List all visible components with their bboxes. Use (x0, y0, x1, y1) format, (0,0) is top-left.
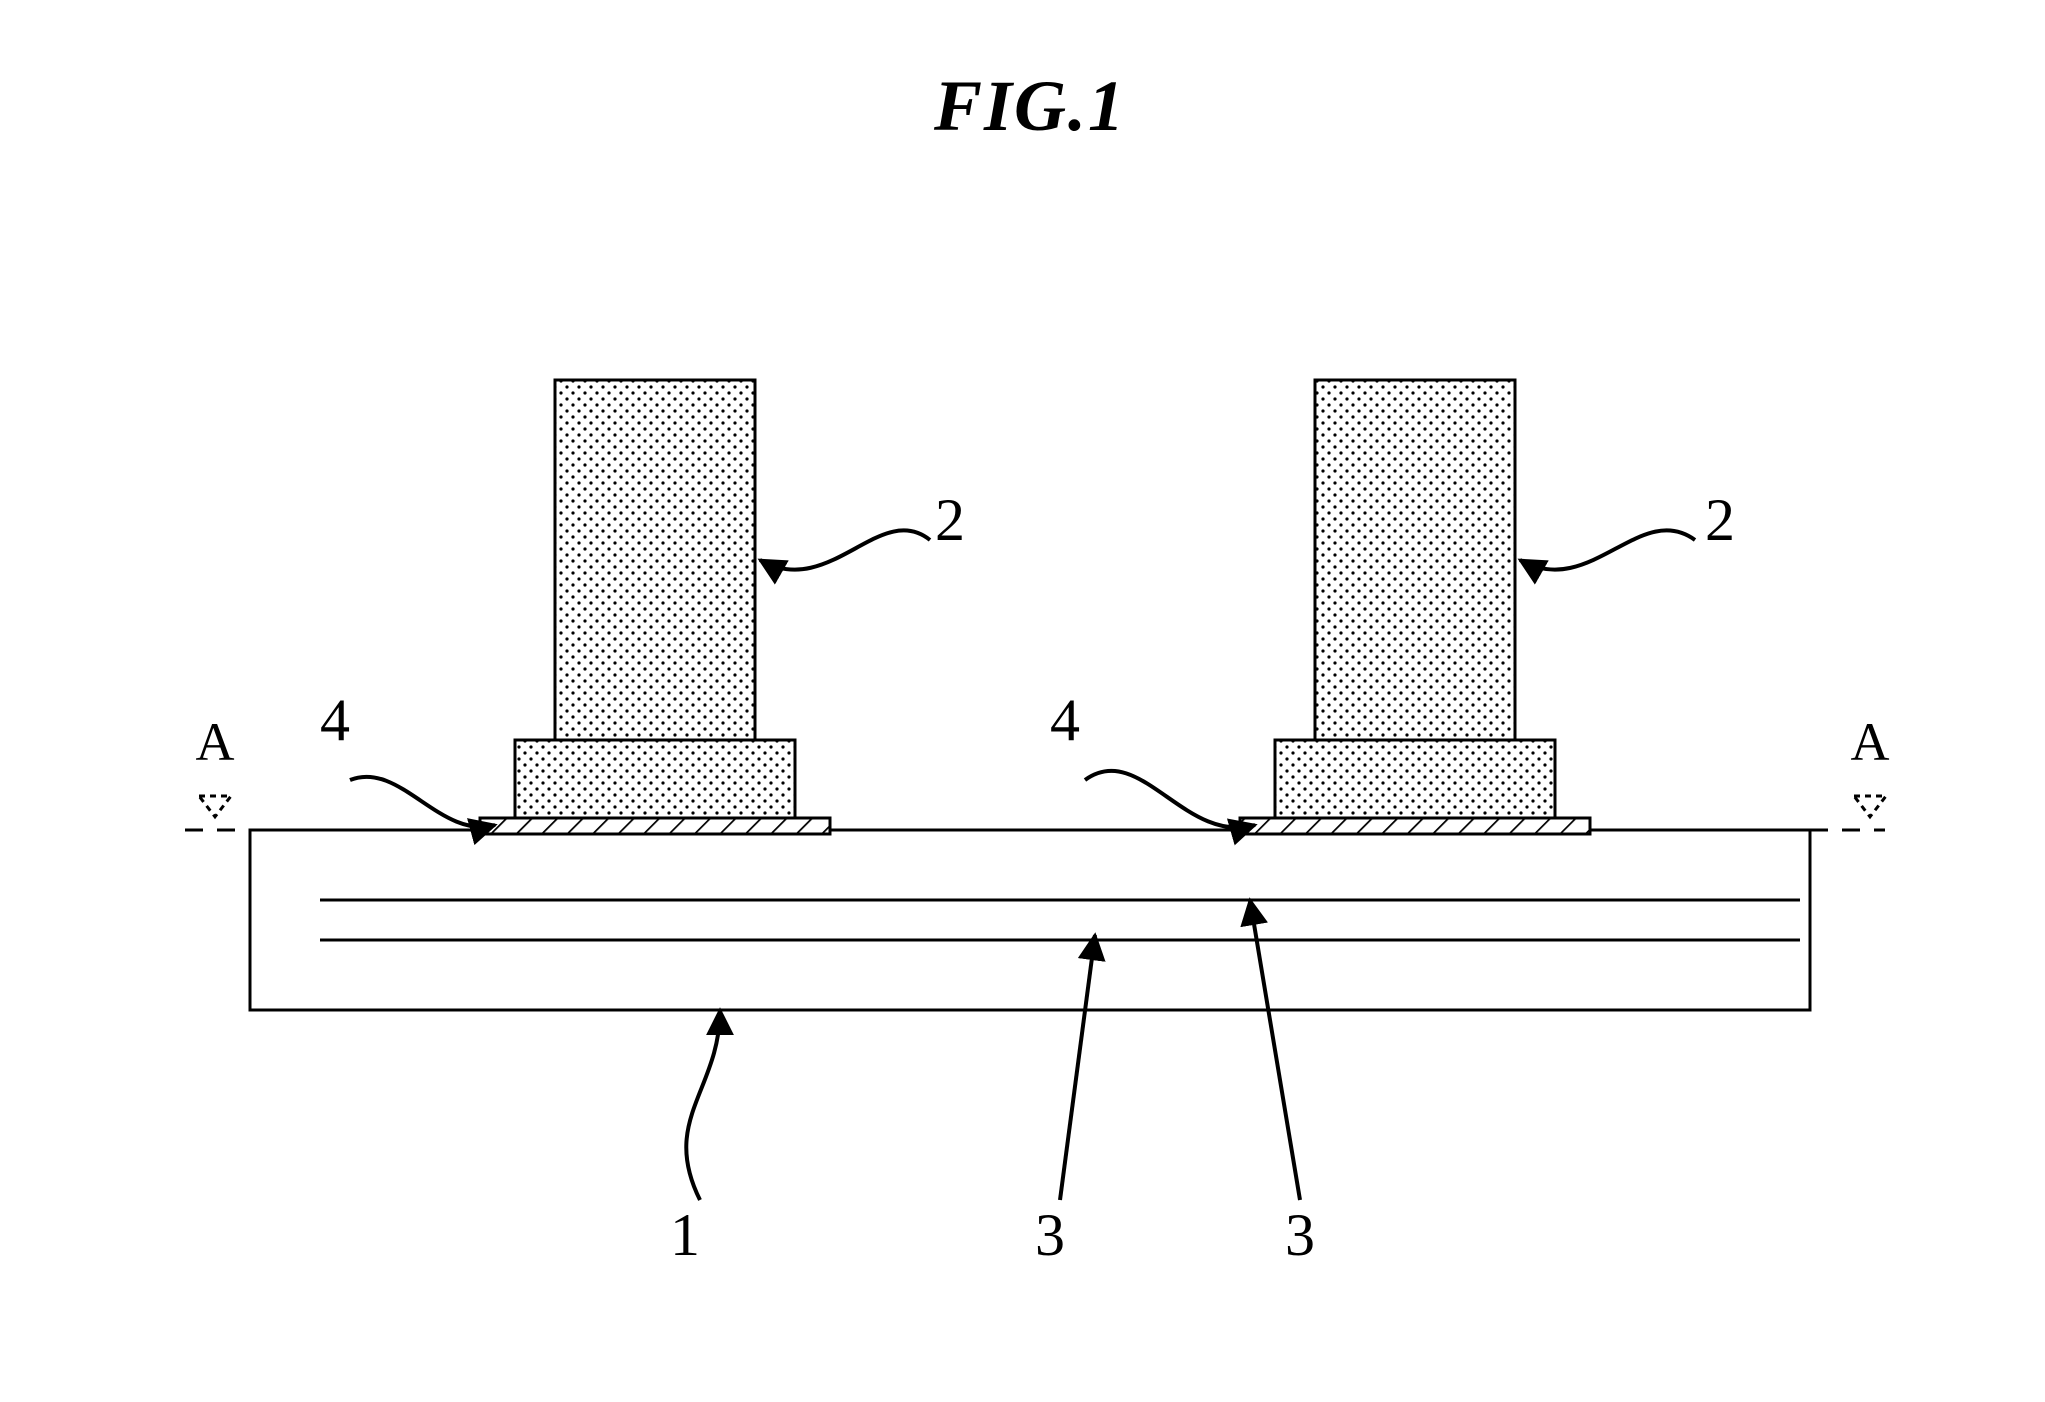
callout-label: 3 (1285, 1202, 1315, 1268)
callout-label: 4 (320, 687, 350, 753)
figure-title: FIG.1 (933, 66, 1126, 146)
callout-label: 3 (1035, 1202, 1065, 1268)
pillar-2-base (1275, 740, 1555, 818)
section-letter-right: A (1851, 712, 1890, 772)
pillar-1-column (555, 380, 755, 740)
pillar-2-strip (1240, 818, 1590, 834)
pillar-2-column (1315, 380, 1515, 740)
canvas-bg (0, 0, 2045, 1402)
callout-label: 2 (935, 487, 965, 553)
callout-label: 4 (1050, 687, 1080, 753)
pillar-1-strip (480, 818, 830, 834)
substrate (250, 830, 1810, 1010)
callout-label: 1 (670, 1202, 700, 1268)
callout-label: 2 (1705, 487, 1735, 553)
pillar-1-base (515, 740, 795, 818)
section-letter-left: A (196, 712, 235, 772)
